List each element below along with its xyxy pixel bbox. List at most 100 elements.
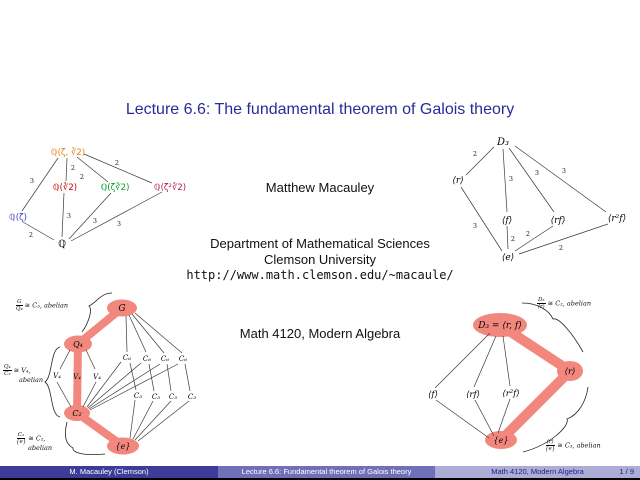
right-composition-series-diagram: D₃ = ⟨r, f⟩ ⟨r⟩ ⟨f⟩ ⟨rf⟩ ⟨r²f⟩ {e} [428,302,589,453]
quotient-fraction: Q₄ C₂ [3,364,12,378]
brace-top-right [521,302,584,353]
node-e-label: {e} [116,442,131,451]
node-e-bubble [485,431,517,449]
node-r-label: ⟨r⟩ [565,367,576,377]
brace-bottom [65,421,106,456]
node-C2-label: C₂ [72,409,81,418]
right-diagram-braces [521,302,589,453]
field-lattice-diagram: 3 2 2 2 2 3 3 3 ℚ(ζ, ∛2) ℚ(∛2) ℚ(ζ∛2) ℚ(… [9,147,186,250]
university-line: Clemson University [264,252,376,267]
quotient-fraction: C₂ {e} [16,432,27,446]
index-label: 3 [535,169,539,177]
node-G-bubble [107,299,137,317]
degree-label: 3 [117,220,121,228]
left-diagram-braces [44,292,113,456]
node-C6-label: C₆ [123,354,131,362]
right-diagram-edges [434,332,511,439]
node-e-label: {e} [494,436,509,445]
quotient-fraction: D₃ ⟨r⟩ [537,297,546,311]
group-node-r2f: ⟨r²f⟩ [608,214,626,224]
course-line: Math 4120, Modern Algebra [239,326,401,341]
node-f-label: ⟨f⟩ [428,390,438,400]
quotient-annotation-D3-r: D₃ ⟨r⟩ ≅ C₂, abelian [537,297,592,311]
node-D3-bubble [473,313,527,337]
quotient-annotation-G-Q4: G Q₄ ≅ C₃, abelian [16,299,69,313]
degree-label: 2 [115,159,119,167]
node-C3-label: C₃ [152,393,160,401]
field-node-Q-zeta: ℚ(ζ) [9,213,27,223]
slide-title: Lecture 6.6: The fundamental theorem of … [125,101,515,118]
field-lattice-edges [21,153,163,242]
right-diagram-pink-nodes [473,313,583,449]
footer-course-label: Math 4120, Modern Algebra [491,467,584,476]
node-Q4-label: Q₄ [73,340,83,349]
group-node-e: ⟨e⟩ [502,253,514,263]
group-node-r: ⟨r⟩ [452,176,463,186]
node-V4-label: V₄ [93,373,101,381]
footer-title-box: Lecture 6.6: Fundamental theorem of Galo… [218,466,435,478]
quotient-fraction: ⟨r⟩ {e} [545,439,556,453]
quotient-fraction: G Q₄ [16,299,23,313]
field-node-Q-cbrt2: ℚ(∛2) [53,182,77,193]
left-diagram-pink-nodes [64,299,139,455]
highlighted-chain [495,320,575,445]
author-name: Matthew Macauley [265,180,375,195]
degree-label: 3 [93,217,97,225]
node-C2-bubble [64,405,90,421]
screen-bottom-edge [0,478,640,480]
index-label: 2 [511,235,515,243]
field-lattice-nodes: ℚ(ζ, ∛2) ℚ(∛2) ℚ(ζ∛2) ℚ(ζ²∛2) ℚ(ζ) ℚ [9,147,186,250]
node-V4-label: V₄ [73,373,81,381]
highlighted-chain [73,304,127,450]
node-e-bubble [107,437,139,455]
node-C3-label: C₃ [169,393,177,401]
node-r2f-label: ⟨r²f⟩ [502,389,519,399]
node-G-label: G [118,304,125,314]
group-node-rf: ⟨rf⟩ [551,216,566,226]
node-D3-label: D₃ = ⟨r, f⟩ [477,321,521,331]
node-Q4-bubble [64,335,92,353]
subgroup-lattice-edge-labels: 2 3 3 3 3 2 2 2 [473,150,566,252]
quotient-annotation-C2-e: C₂ {e} ≅ C₂, abelian [16,432,53,453]
index-label: 3 [509,175,513,183]
department-line: Department of Mathematical Sciences [210,236,430,251]
node-C3-label: C₃ [134,392,142,400]
index-label: 3 [473,222,477,230]
node-C6-label: C₆ [143,355,151,363]
degree-label: 2 [80,173,84,181]
field-node-Q: ℚ [58,239,66,250]
field-lattice-edge-labels: 3 2 2 2 2 3 3 3 [29,159,121,239]
footer-bar: M. Macauley (Clemson) Lecture 6.6: Funda… [0,466,640,478]
index-label: 2 [526,230,530,238]
quotient-annotation-Q4-C2: Q₄ C₂ ≅ V₄, abelian [3,364,44,385]
index-label: 2 [559,244,563,252]
field-node-Q-zeta-cbrt2: ℚ(ζ, ∛2) [51,147,85,158]
brace-top [81,292,113,333]
subgroup-lattice-edges [460,145,609,255]
index-label: 2 [473,150,477,158]
subgroup-lattice-diagram: 2 3 3 3 3 2 2 2 D₃ ⟨r⟩ ⟨f⟩ ⟨rf⟩ ⟨r²f⟩ ⟨e… [452,137,626,263]
degree-label: 3 [67,212,71,220]
field-node-Q-zeta2cbrt2: ℚ(ζ²∛2) [154,182,186,193]
node-C6-label: C₆ [179,355,187,363]
node-r-bubble [557,361,583,381]
page-number: 1 / 9 [619,467,634,476]
left-diagram-labels: G Q₄ C₂ {e} V₄ V₄ V₄ C₆ C₆ C₆ C₆ C₃ C₃ C… [53,304,196,451]
node-C6-label: C₆ [161,355,169,363]
node-C3-label: C₃ [188,393,196,401]
homepage-url[interactable]: http://www.math.clemson.edu/~macaule/ [186,268,454,282]
left-composition-series-diagram: G Q₄ C₂ {e} V₄ V₄ V₄ C₆ C₆ C₆ C₆ C₃ C₃ C… [44,292,196,456]
index-label: 3 [562,167,566,175]
brace-middle [44,346,61,418]
degree-label: 2 [71,164,75,172]
left-diagram-edges [56,312,191,442]
group-node-f: ⟨f⟩ [502,216,512,226]
brace-bottom-right [522,386,589,453]
footer-course-box: Math 4120, Modern Algebra 1 / 9 [435,466,640,478]
field-node-Q-zetacbrt2: ℚ(ζ∛2) [101,182,130,193]
quotient-annotation-r-e: ⟨r⟩ {e} ≅ C₃, abelian [545,439,601,453]
footer-author-box: M. Macauley (Clemson) [0,466,218,478]
degree-label: 3 [30,177,34,185]
subgroup-lattice-nodes: D₃ ⟨r⟩ ⟨f⟩ ⟨rf⟩ ⟨r²f⟩ ⟨e⟩ [452,137,626,263]
